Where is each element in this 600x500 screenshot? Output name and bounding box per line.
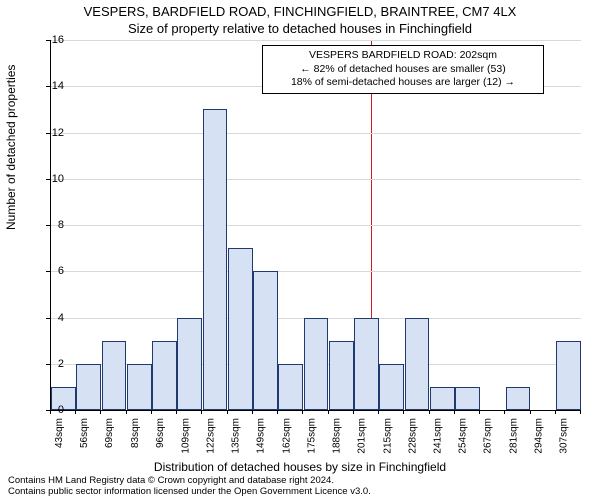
ytick-label: 14 bbox=[34, 80, 64, 92]
ytick-label: 10 bbox=[34, 173, 64, 185]
xtick-mark bbox=[277, 410, 278, 414]
xtick-mark bbox=[176, 410, 177, 414]
histogram-bar bbox=[177, 318, 202, 411]
plot-area bbox=[50, 40, 581, 411]
histogram-bar bbox=[329, 341, 354, 410]
x-axis-label: Distribution of detached houses by size … bbox=[0, 460, 600, 474]
chart-container: VESPERS, BARDFIELD ROAD, FINCHINGFIELD, … bbox=[0, 0, 600, 500]
histogram-bar bbox=[102, 341, 127, 410]
legend-line-3: 18% of semi-detached houses are larger (… bbox=[269, 76, 537, 90]
ytick-label: 4 bbox=[34, 312, 64, 324]
xtick-label: 83sqm bbox=[130, 418, 141, 448]
legend-box: VESPERS BARDFIELD ROAD: 202sqm ← 82% of … bbox=[262, 45, 544, 94]
chart-subtitle: Size of property relative to detached ho… bbox=[0, 21, 600, 36]
xtick-label: 254sqm bbox=[458, 418, 469, 454]
xtick-mark bbox=[201, 410, 202, 414]
xtick-mark bbox=[580, 410, 581, 414]
xtick-label: 43sqm bbox=[54, 418, 65, 448]
xtick-mark bbox=[252, 410, 253, 414]
xtick-mark bbox=[50, 410, 51, 414]
xtick-label: 122sqm bbox=[205, 418, 216, 454]
ytick-label: 0 bbox=[34, 404, 64, 416]
xtick-label: 215sqm bbox=[382, 418, 393, 454]
xtick-mark bbox=[75, 410, 76, 414]
y-axis-label: Number of detached properties bbox=[4, 65, 18, 230]
xtick-label: 175sqm bbox=[306, 418, 317, 454]
histogram-bar bbox=[278, 364, 303, 410]
histogram-bar bbox=[152, 341, 177, 410]
xtick-label: 201sqm bbox=[357, 418, 368, 454]
xtick-mark bbox=[100, 410, 101, 414]
histogram-bar bbox=[506, 387, 531, 410]
xtick-label: 281sqm bbox=[508, 418, 519, 454]
ytick-label: 12 bbox=[34, 127, 64, 139]
xtick-mark bbox=[227, 410, 228, 414]
histogram-bar bbox=[379, 364, 404, 410]
xtick-label: 294sqm bbox=[534, 418, 545, 454]
xtick-label: 188sqm bbox=[332, 418, 343, 454]
xtick-mark bbox=[530, 410, 531, 414]
xtick-label: 307sqm bbox=[559, 418, 570, 454]
xtick-label: 109sqm bbox=[180, 418, 191, 454]
xtick-label: 241sqm bbox=[433, 418, 444, 454]
xtick-mark bbox=[504, 410, 505, 414]
histogram-bar bbox=[556, 341, 581, 410]
attribution-line-2: Contains public sector information licen… bbox=[8, 487, 371, 498]
attribution-text: Contains HM Land Registry data © Crown c… bbox=[8, 476, 371, 498]
ytick-label: 6 bbox=[34, 265, 64, 277]
xtick-label: 135sqm bbox=[231, 418, 242, 454]
chart-title: VESPERS, BARDFIELD ROAD, FINCHINGFIELD, … bbox=[0, 4, 600, 19]
xtick-label: 162sqm bbox=[281, 418, 292, 454]
xtick-mark bbox=[328, 410, 329, 414]
ytick-label: 16 bbox=[34, 34, 64, 46]
xtick-label: 69sqm bbox=[104, 418, 115, 448]
histogram-bar bbox=[76, 364, 101, 410]
xtick-mark bbox=[555, 410, 556, 414]
ytick-label: 2 bbox=[34, 358, 64, 370]
histogram-bar bbox=[253, 271, 278, 410]
gridline bbox=[51, 40, 581, 41]
xtick-mark bbox=[302, 410, 303, 414]
xtick-mark bbox=[429, 410, 430, 414]
xtick-label: 228sqm bbox=[407, 418, 418, 454]
xtick-mark bbox=[151, 410, 152, 414]
xtick-mark bbox=[353, 410, 354, 414]
histogram-bar bbox=[228, 248, 253, 410]
histogram-bar bbox=[304, 318, 329, 411]
ytick-label: 8 bbox=[34, 219, 64, 231]
legend-line-1: VESPERS BARDFIELD ROAD: 202sqm bbox=[269, 49, 537, 63]
gridline bbox=[51, 225, 581, 226]
histogram-bar bbox=[455, 387, 480, 410]
legend-line-2: ← 82% of detached houses are smaller (53… bbox=[269, 63, 537, 77]
histogram-bar bbox=[127, 364, 152, 410]
gridline bbox=[51, 179, 581, 180]
histogram-bar bbox=[354, 318, 379, 411]
xtick-mark bbox=[479, 410, 480, 414]
xtick-mark bbox=[454, 410, 455, 414]
xtick-label: 267sqm bbox=[483, 418, 494, 454]
histogram-bar bbox=[405, 318, 430, 411]
xtick-mark bbox=[403, 410, 404, 414]
xtick-mark bbox=[126, 410, 127, 414]
xtick-label: 56sqm bbox=[79, 418, 90, 448]
histogram-bar bbox=[203, 109, 228, 410]
xtick-label: 149sqm bbox=[256, 418, 267, 454]
gridline bbox=[51, 133, 581, 134]
histogram-bar bbox=[430, 387, 455, 410]
xtick-label: 96sqm bbox=[155, 418, 166, 448]
xtick-mark bbox=[378, 410, 379, 414]
gridline bbox=[51, 271, 581, 272]
